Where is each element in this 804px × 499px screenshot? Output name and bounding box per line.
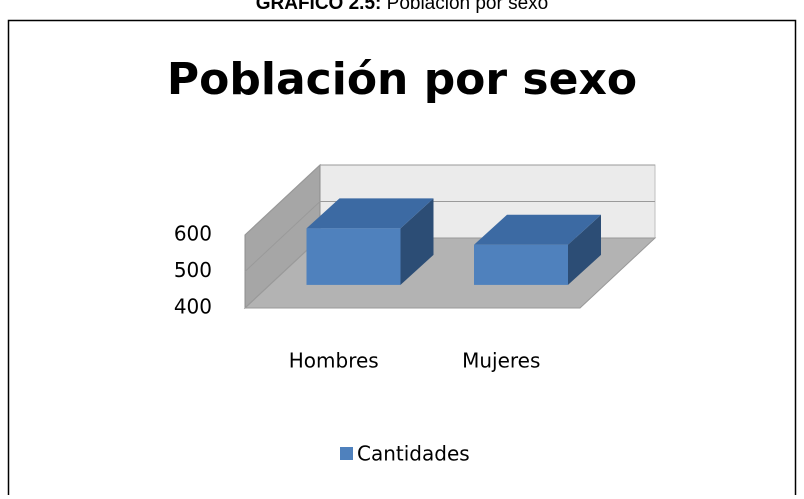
- chart-title: Población por sexo: [167, 54, 637, 105]
- legend-swatch: [340, 447, 353, 460]
- x-tick-label: Mujeres: [462, 349, 540, 373]
- grid-line: [244, 164, 655, 236]
- bar: [306, 228, 401, 285]
- x-tick-label: Hombres: [289, 349, 379, 373]
- y-tick-label: 600: [174, 222, 212, 246]
- bar: [474, 244, 568, 285]
- caption-text: Población por sexo: [387, 0, 549, 14]
- caption: GRAFICO 2.5: Población por sexo: [256, 0, 549, 14]
- caption-label: GRAFICO 2.5:: [256, 0, 382, 14]
- legend-label: Cantidades: [357, 442, 470, 466]
- bar-top: [306, 198, 434, 229]
- grid-line: [244, 201, 655, 272]
- y-tick-label: 400: [174, 295, 212, 319]
- bar-side: [400, 198, 434, 285]
- bar-top: [474, 214, 601, 245]
- y-tick-label: 500: [174, 258, 212, 282]
- bar-side: [568, 214, 601, 285]
